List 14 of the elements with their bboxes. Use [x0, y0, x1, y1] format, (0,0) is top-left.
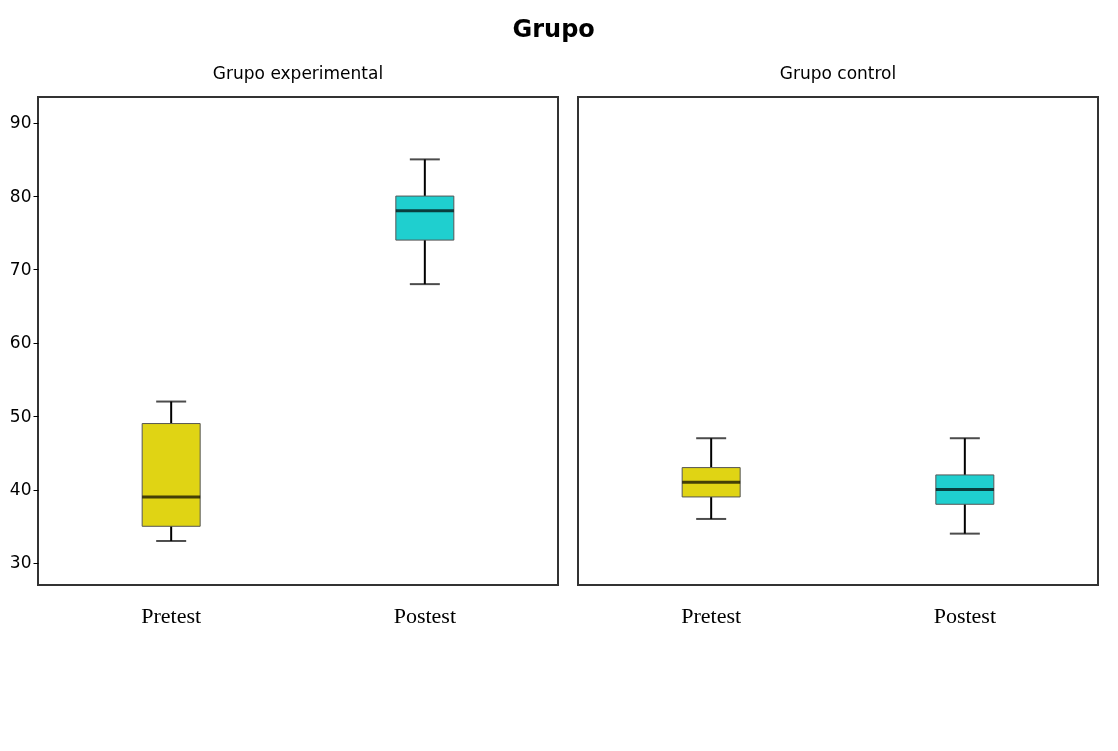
chart-title: Grupo control [779, 63, 897, 83]
text: Grupo [512, 15, 595, 43]
y-tick-label: 80 [9, 185, 32, 206]
y-tick-label: 70 [9, 258, 32, 279]
x-tick-label: Postest [933, 602, 997, 628]
y-tick-label: 50 [9, 405, 32, 426]
y-tick-label: 60 [9, 332, 32, 353]
x-tick-label: Pretest [141, 602, 202, 628]
y-tick-label: 30 [9, 552, 32, 573]
x-tick-label: Postest [393, 602, 457, 628]
chart-title: Grupo experimental [212, 63, 384, 83]
y-tick-label: 40 [9, 479, 32, 500]
y-tick-label: 90 [9, 112, 32, 133]
x-tick-label: Pretest [681, 602, 742, 628]
